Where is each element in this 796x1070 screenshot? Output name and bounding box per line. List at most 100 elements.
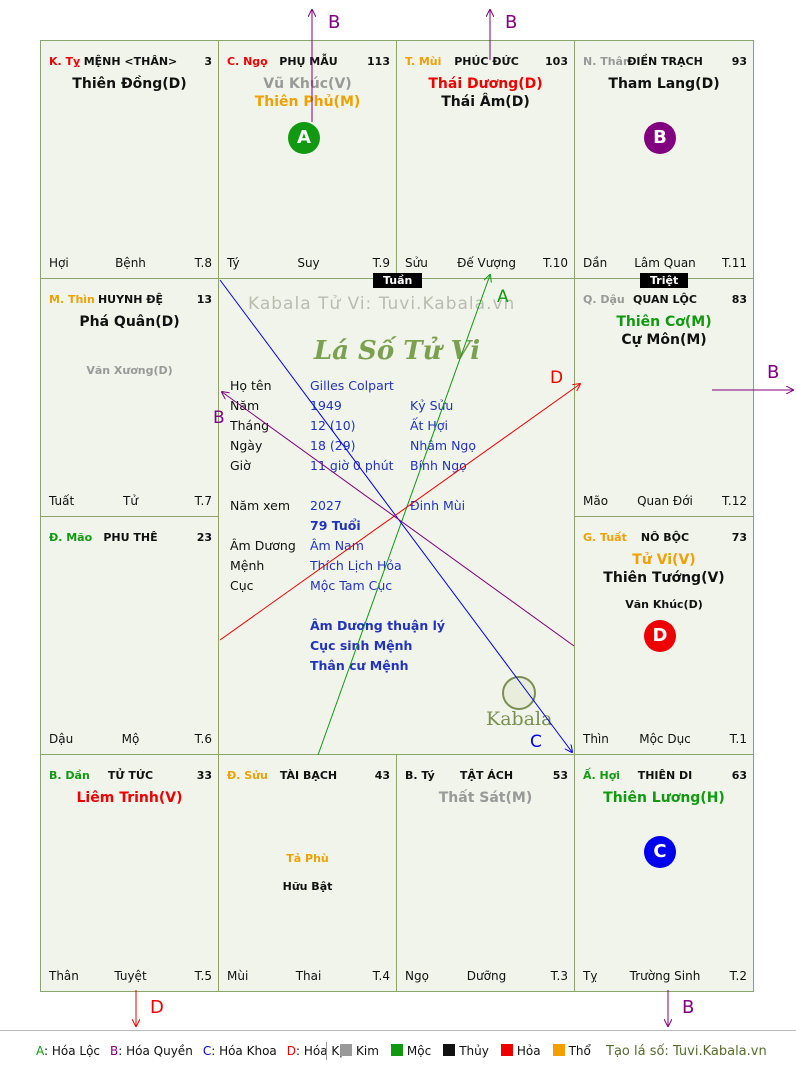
palace-number: 3 [204,55,212,68]
branch-label: C. Ngọ [227,55,268,68]
major-star: Thất Sát(M) [438,790,533,806]
label-bottom-d: D [150,997,164,1018]
minor-star: Hữu Bật [282,880,333,893]
footer-branch: Ngọ [405,969,429,983]
palace-name: PHÚC ĐỨC [454,55,519,68]
color-swatch-icon [390,1044,403,1056]
footer-branch: Dần [583,256,608,270]
label-ngay: Ngày [230,438,263,453]
legend-element-item: Mộc [390,1044,432,1058]
footer-branch: Hợi [49,256,69,270]
color-swatch-icon [552,1044,565,1056]
label-inner-b: B [213,408,225,428]
palace-name: TÀI BẠCH [279,769,338,782]
value-ngay: 18 (29) [310,438,356,453]
major-star: Tham Lang(D) [608,76,720,92]
legend-text: Hóa Kị [303,1044,343,1058]
label-inner-a: A [497,287,509,307]
palace-number: 43 [374,769,390,782]
branch-label: K. Tỵ [49,55,81,68]
major-star: Thiên Lương(H) [603,790,725,806]
decade-tag: T.4 [372,969,390,983]
branch-label: M. Thìn [49,293,95,306]
life-stage: Tử [123,494,138,508]
branch-label: Q. Dậu [583,293,625,306]
legend-text: Thổ [568,1044,591,1058]
note-am-duong: Âm Dương thuận lý [310,618,446,633]
can-chi-nam: Kỷ Sửu [410,398,454,413]
palace-number: 73 [731,531,747,544]
value-gio: 11 giờ 0 phút [310,458,394,473]
decade-tag: T.1 [729,732,747,746]
life-stage: Lâm Quan [634,256,696,270]
major-star: Vũ Khúc(V) [263,76,352,92]
minor-star: Tả Phù [286,852,329,865]
legend-hoa-item: A: Hóa Lộc [36,1044,101,1058]
value-tuoi: 79 Tuổi [310,518,361,533]
palace-name: TỬ TỨC [107,769,154,782]
life-stage: Suy [297,256,320,270]
label-ho-ten: Họ tên [230,378,272,393]
legend-text: Hỏa [516,1044,541,1058]
decade-tag: T.3 [550,969,568,983]
badge-than: B [644,122,676,154]
palace-thin: M. Thìn HUYNH ĐỆ 13 Phá Quân(D) Văn Xương(D)… [40,278,219,517]
value-nam: 1949 [310,398,342,413]
legend-element-item: Thổ [552,1044,591,1058]
palace-name: TẬT ÁCH [459,769,514,782]
label-gio: Giờ [230,458,251,473]
major-star: Thái Âm(D) [441,94,530,110]
value-ho-ten: Gilles Colpart [310,378,394,393]
decade-tag: T.10 [543,256,568,270]
palace-name: NÔ BỘC [640,531,690,544]
legend-key: D [286,1044,297,1058]
minor-star: Văn Khúc(D) [625,598,703,611]
label-nam: Năm [230,398,260,413]
palace-ty: K. Tỵ MỆNH <THÂN> 3 Thiên Đồng(D) Hợi Bệnh T.8 [40,40,219,279]
value-menh: Thích Lịch Hỏa [310,558,402,573]
footer-branch: Dậu [49,732,74,746]
branch-label: B. Tý [405,769,435,782]
palace-mui: T. Mùi PHÚC ĐỨC 103 Thái Dương(D) Thái Âm(D)… [396,40,575,279]
value-thang: 12 (10) [310,418,356,433]
footer-branch: Thân [49,969,79,983]
decade-tag: T.6 [194,732,212,746]
palace-suu: Đ. Sửu TÀI BẠCH 43 Tả Phù Hữu Bật Mùi Thai T.4 [218,754,397,992]
legend-key: B [110,1044,119,1058]
label-bottom-b: B [682,997,695,1018]
life-stage: Tuyệt [114,969,147,983]
major-star: Thiên Tướng(V) [603,570,725,586]
branch-label: Đ. Mão [49,531,93,544]
color-swatch-icon [500,1044,513,1056]
label-thang: Tháng [230,418,270,433]
palace-number: 13 [196,293,212,306]
branch-label: Đ. Sửu [227,769,268,782]
branch-label: G. Tuất [583,531,627,544]
palace-dau: Q. Dậu QUAN LỘC 83 Thiên Cơ(M) Cự Môn(M) Mão Q… [574,278,754,517]
legend-text: Kim [356,1044,379,1058]
decade-tag: T.2 [729,969,747,983]
palace-number: 113 [367,55,390,68]
branch-label: T. Mùi [405,55,442,68]
badge-hoi: C [644,836,676,868]
major-star: Thiên Cơ(M) [616,314,712,330]
legend-text: Mộc [406,1044,432,1058]
major-star: Thiên Đồng(D) [72,76,187,92]
kabala-logo-icon [502,676,536,710]
watermark: Kabala Tử Vi: Tuvi.Kabala.vn [248,294,516,314]
legend-text: Hóa Quyền [126,1044,193,1058]
palace-name: HUYNH ĐỆ [97,293,164,306]
can-chi-nam-xem: Đinh Mùi [410,498,466,513]
palace-number: 53 [552,769,568,782]
footer-branch: Mão [583,494,609,508]
palace-name: QUAN LỘC [633,293,697,306]
legend-key: A [36,1044,44,1058]
note-than: Thân cư Mệnh [310,658,409,673]
label-right-b: B [767,362,780,383]
palace-ty2: B. Tý TẬT ÁCH 53 Thất Sát(M) Ngọ Dưỡng T.3 [396,754,575,992]
legend-element-item: Thủy [443,1044,489,1058]
palace-name: PHU THÊ [103,531,158,544]
legend-hoa: A: Hóa Lộc B: Hóa Quyền C: Hóa Khoa D: Hóa … [36,1044,353,1058]
palace-ngo: C. Ngọ PHỤ MẪU 113 Vũ Khúc(V) Thiên Phủ(M) Tý… [218,40,397,279]
legend-hoa-item: D: Hóa Kị [286,1044,343,1058]
